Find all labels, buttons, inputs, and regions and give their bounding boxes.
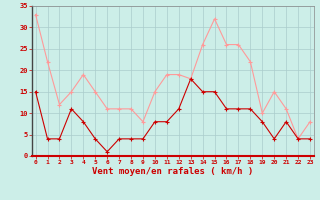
X-axis label: Vent moyen/en rafales ( km/h ): Vent moyen/en rafales ( km/h ) (92, 167, 253, 176)
